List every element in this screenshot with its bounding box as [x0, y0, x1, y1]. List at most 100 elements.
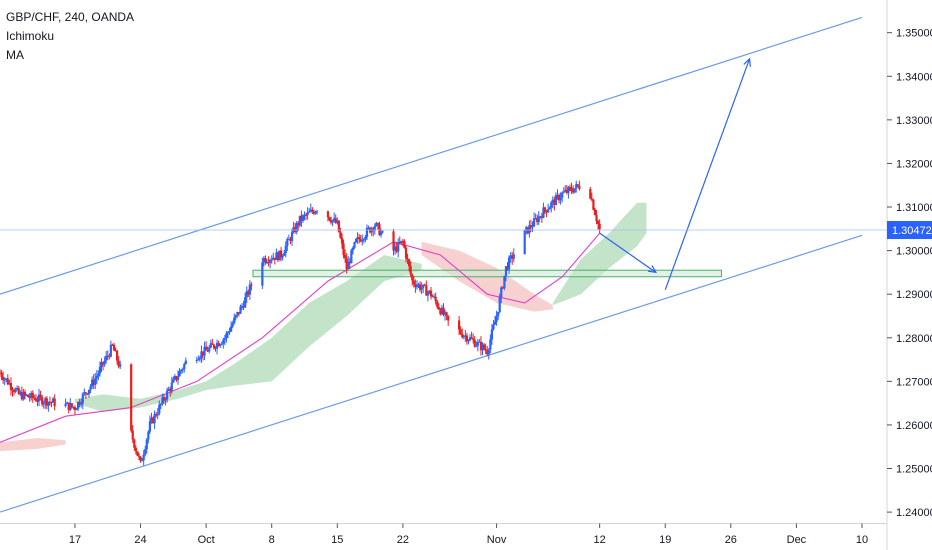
candle-body-132 [233, 317, 236, 324]
candle-body-24 [36, 400, 39, 402]
candle-body-125 [222, 339, 225, 344]
candle-body-85 [150, 417, 153, 422]
candle-body-29 [44, 398, 47, 403]
candle-body-158 [283, 253, 286, 256]
candle-body-18 [27, 394, 30, 398]
candle-body-291 [528, 225, 531, 234]
candle-body-242 [433, 296, 436, 298]
candle-body-204 [364, 236, 367, 240]
candle-body-20 [30, 392, 33, 398]
candle-body-99 [172, 378, 175, 383]
candle-body-166 [295, 223, 298, 232]
candle-body-190 [342, 243, 345, 255]
candle-body-180 [326, 211, 330, 218]
candle-body-4 [5, 378, 8, 380]
last-price-label-group: 1.30472 [887, 221, 932, 240]
candle-body-275 [493, 321, 497, 325]
candle-body-5 [6, 378, 9, 385]
candle-body-260 [470, 337, 473, 339]
candle-body-57 [97, 373, 100, 376]
candle-body-255 [462, 335, 465, 338]
candle-body-86 [151, 417, 155, 424]
moving-average [0, 232, 601, 443]
candle-body-63 [106, 355, 109, 357]
candle-body-143 [250, 284, 253, 286]
candle-body-241 [431, 296, 434, 298]
candle-body-61 [103, 360, 106, 365]
candle-body-321 [575, 184, 578, 189]
candle-body-62 [105, 355, 108, 361]
candle-body-88 [155, 414, 158, 416]
candle-body-12 [17, 387, 20, 394]
candle-body-172 [304, 214, 308, 216]
candle-body-301 [543, 207, 547, 211]
indicator-ichimoku[interactable]: Ichimoku [6, 29, 55, 43]
candle-body-1 [0, 372, 3, 377]
candle-body-137 [240, 305, 244, 307]
time-axis[interactable]: 17 24 Oct 8 15 22 Nov 12 19 26 Dec 10 [69, 523, 868, 547]
candle-body-266 [479, 341, 483, 351]
candle-body-309 [556, 194, 559, 196]
candle-body-240 [429, 290, 433, 297]
candle-body-215 [381, 231, 384, 233]
candle-body-214 [379, 232, 383, 236]
candle-body-142 [248, 284, 251, 295]
price-tick-label-4: 1.31000 [896, 202, 932, 214]
candle-body-118 [211, 343, 214, 345]
candle-body-169 [300, 215, 303, 221]
candle-body-36 [64, 403, 67, 407]
candle-body-104 [180, 370, 183, 372]
candle-body-113 [203, 346, 206, 356]
symbol-title[interactable]: GBP/CHF, 240, OANDA [6, 10, 135, 24]
candle-body-81 [144, 449, 147, 455]
arrow-up-shaft [664, 58, 751, 291]
candle-body-197 [353, 242, 356, 248]
candle-body-244 [436, 301, 439, 307]
candle-body-136 [239, 306, 242, 314]
candle-body-155 [278, 250, 281, 261]
candle-body-25 [37, 394, 41, 401]
candle-body-126 [223, 338, 226, 340]
candle-body-116 [208, 347, 211, 352]
candle-body-306 [551, 199, 554, 203]
candle-body-47 [81, 394, 84, 404]
candle-body-74 [133, 439, 136, 448]
candle-body-84 [148, 421, 152, 432]
candle-body-209 [372, 228, 375, 231]
candle-body-220 [398, 242, 401, 244]
candle-body-230 [414, 284, 417, 288]
candle-body-221 [400, 240, 403, 244]
candle-body-91 [159, 403, 162, 405]
price-axis[interactable]: 1.35000 1.34000 1.33000 1.32000 1.31000 1.300… [887, 28, 932, 519]
candle-body-218 [395, 246, 398, 252]
candle-body-238 [426, 292, 429, 296]
candle-body-286 [511, 255, 514, 259]
candle-body-109 [197, 359, 200, 361]
candle-body-181 [328, 217, 331, 221]
time-tick-label-6: Nov [487, 534, 507, 546]
candle-body-51 [87, 389, 91, 395]
candle-body-73 [131, 430, 134, 440]
price-tick-label-9: 1.26000 [896, 420, 932, 432]
candle-body-53 [91, 379, 94, 387]
candle-body-127 [225, 333, 228, 339]
candle-body-183 [331, 219, 334, 223]
candle-body-318 [570, 187, 573, 191]
candle-body-256 [464, 335, 467, 337]
candle-body-303 [547, 209, 550, 213]
candle-body-299 [540, 216, 543, 218]
candle-body-124 [220, 343, 223, 345]
candle-body-226 [408, 259, 411, 267]
candle-body-302 [545, 210, 548, 213]
indicator-ma[interactable]: MA [6, 48, 24, 62]
candle-body-48 [83, 392, 86, 395]
candle-body-310 [557, 194, 561, 201]
candle-body-38 [67, 402, 70, 411]
candle-body-205 [365, 227, 369, 237]
candle-body-161 [287, 238, 290, 240]
candle-body-141 [247, 291, 250, 295]
candle-body-203 [362, 239, 365, 241]
candle-body-232 [417, 284, 420, 286]
candle-body-320 [573, 188, 576, 193]
